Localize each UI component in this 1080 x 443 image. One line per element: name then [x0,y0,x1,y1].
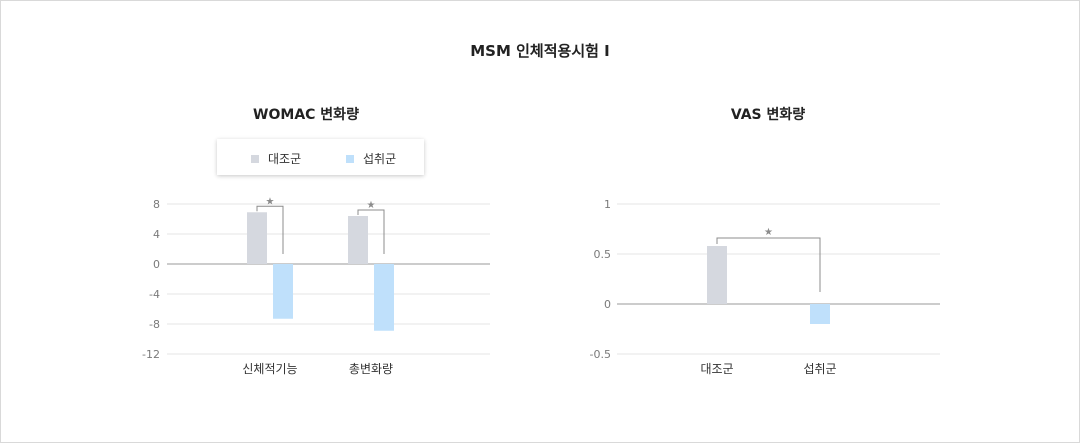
legend-label-control: 대조군 [268,152,302,166]
y-tick-label: 8 [153,198,160,211]
significance-bracket [256,205,284,254]
significance-star: ★ [764,227,773,238]
y-tick-label: -12 [142,348,160,361]
bar-control [247,212,267,264]
significance-star: ★ [266,196,275,207]
y-tick-label: -4 [149,288,160,301]
legend-swatch-intake [346,154,354,163]
bar-control [348,216,368,264]
y-tick-label: -0.5 [590,348,611,361]
x-category-label: 섭취군 [803,362,836,376]
vas-chart-title: VAS 변화량 [730,107,806,123]
bar-intake [374,264,394,331]
significance-star: ★ [367,200,376,211]
bar-intake [810,304,830,324]
x-category-label: 총변화량 [349,362,393,376]
y-tick-label: -8 [149,318,160,331]
womac-chart-title: WOMAC 변화량 [253,107,359,123]
bar-intake [273,264,293,319]
y-tick-label: 0 [604,298,611,311]
significance-bracket [716,237,821,292]
x-category-label: 대조군 [700,362,733,376]
legend-item-control: 대조군 [251,150,301,167]
y-tick-label: 0.5 [594,248,612,261]
page-title: MSM 인체적용시험 I [470,42,610,60]
y-tick-label: 0 [153,258,160,271]
significance-bracket [357,209,385,254]
y-tick-label: 1 [604,198,611,211]
legend-swatch-control [251,154,259,163]
legend-item-intake: 섭취군 [346,150,396,167]
x-category-label: 신체적기능 [242,362,297,376]
chart-legend: 대조군 섭취군 [217,139,424,175]
bar-control [707,246,727,304]
y-tick-label: 4 [153,228,160,241]
legend-label-intake: 섭취군 [363,152,397,166]
